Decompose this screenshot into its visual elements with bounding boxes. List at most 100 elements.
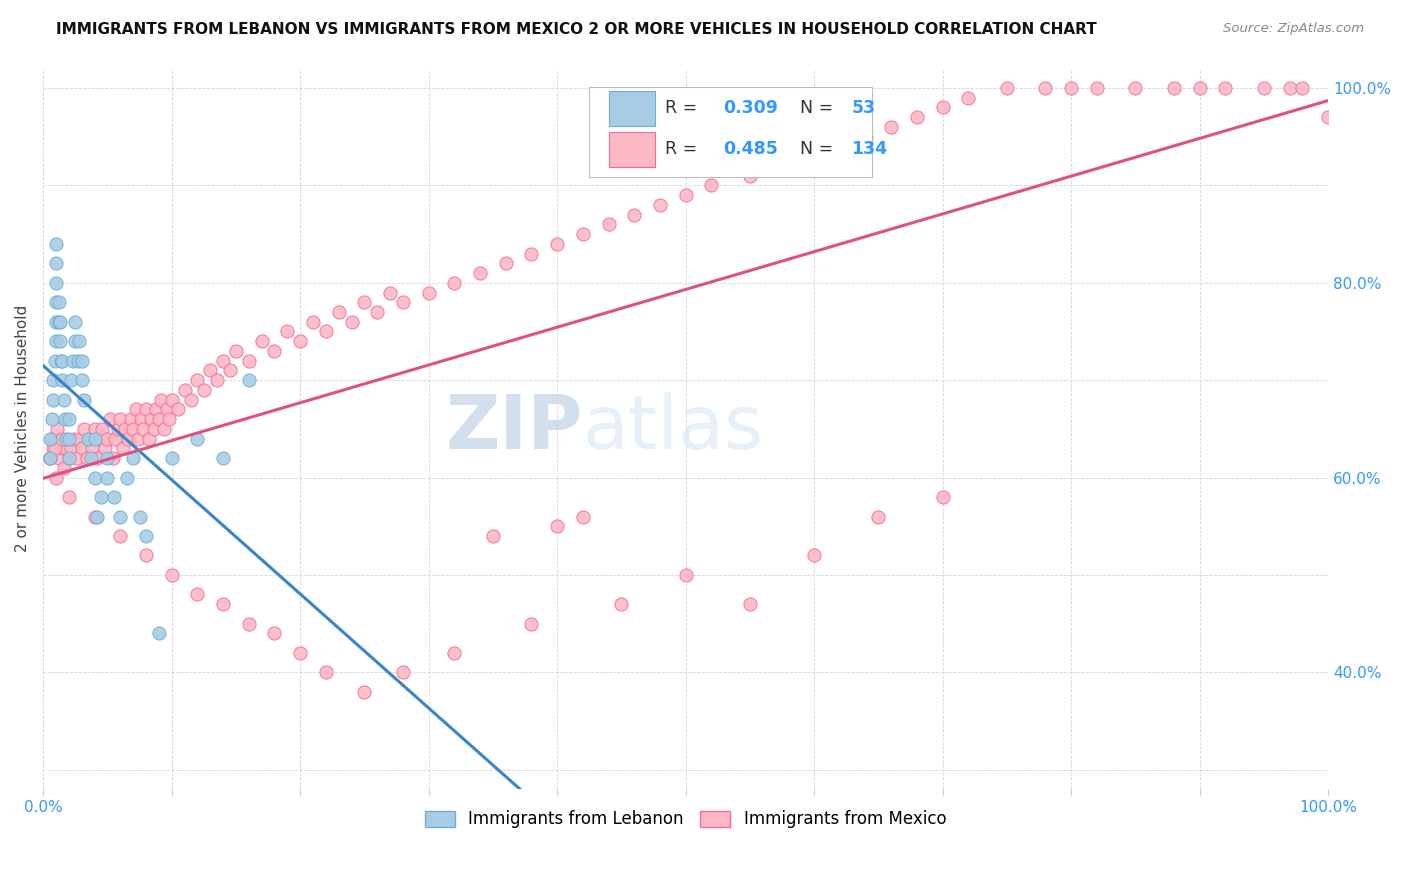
Text: N =: N = [800, 99, 839, 117]
FancyBboxPatch shape [609, 90, 655, 126]
Point [42, 442, 65, 456]
Point [51, 353, 73, 368]
Point [94, 442, 117, 456]
Point [96, 432, 118, 446]
Point [51, 432, 73, 446]
Point [66, 353, 89, 368]
Point [160, 451, 183, 466]
Point [48, 451, 70, 466]
Point [1085, 81, 1108, 95]
Point [392, 295, 415, 310]
Point [572, 227, 595, 241]
Point [45, 295, 67, 310]
Point [598, 218, 620, 232]
Point [995, 81, 1018, 95]
Point [38, 451, 60, 466]
Point [51, 373, 73, 387]
Point [86, 509, 108, 524]
Text: 0.309: 0.309 [723, 99, 778, 117]
Point [65, 334, 87, 349]
Point [315, 325, 337, 339]
Point [117, 432, 139, 446]
Point [482, 529, 505, 543]
Point [418, 285, 440, 300]
Point [122, 422, 145, 436]
Point [45, 276, 67, 290]
Point [803, 549, 825, 563]
Point [931, 100, 953, 114]
Point [160, 392, 183, 407]
Text: R =: R = [665, 140, 703, 158]
Point [91, 422, 114, 436]
Point [114, 422, 136, 436]
Point [80, 451, 103, 466]
Point [520, 246, 543, 260]
Point [315, 665, 337, 680]
Point [1253, 81, 1275, 95]
Point [173, 383, 195, 397]
Point [443, 646, 465, 660]
Point [38, 451, 60, 466]
Point [153, 422, 176, 436]
Text: R =: R = [665, 99, 703, 117]
Point [128, 509, 150, 524]
Text: N =: N = [800, 140, 839, 158]
Point [83, 432, 105, 446]
Point [49, 315, 72, 329]
Point [828, 139, 851, 153]
Point [328, 305, 350, 319]
Point [648, 198, 671, 212]
Point [468, 266, 491, 280]
Point [44, 353, 66, 368]
Point [45, 470, 67, 484]
Point [546, 236, 568, 251]
Point [150, 392, 173, 407]
Point [931, 490, 953, 504]
Point [63, 432, 86, 446]
Point [443, 276, 465, 290]
Point [51, 442, 73, 456]
Point [138, 432, 160, 446]
Point [44, 442, 66, 456]
Point [392, 665, 415, 680]
Point [1163, 81, 1185, 95]
Point [623, 208, 645, 222]
Point [115, 470, 138, 484]
Point [65, 315, 87, 329]
Point [103, 490, 125, 504]
Point [38, 432, 60, 446]
Point [193, 383, 215, 397]
Point [200, 363, 222, 377]
Point [957, 91, 980, 105]
Point [62, 353, 84, 368]
Point [803, 149, 825, 163]
Point [83, 509, 105, 524]
Point [60, 373, 83, 387]
Point [250, 334, 273, 349]
Point [238, 616, 260, 631]
Point [51, 353, 73, 368]
Point [167, 402, 190, 417]
Point [1035, 81, 1057, 95]
Point [120, 412, 142, 426]
Point [610, 597, 633, 611]
Point [41, 432, 63, 446]
Point [212, 597, 235, 611]
Point [366, 305, 388, 319]
Point [104, 432, 127, 446]
Point [868, 509, 890, 524]
Point [73, 422, 96, 436]
Point [778, 159, 800, 173]
Point [83, 470, 105, 484]
Point [205, 373, 228, 387]
Point [58, 432, 80, 446]
Point [1060, 81, 1083, 95]
Point [48, 315, 70, 329]
Point [60, 442, 83, 456]
Point [73, 392, 96, 407]
Point [135, 549, 157, 563]
Point [58, 451, 80, 466]
Point [70, 442, 93, 456]
Point [45, 315, 67, 329]
Point [135, 529, 157, 543]
